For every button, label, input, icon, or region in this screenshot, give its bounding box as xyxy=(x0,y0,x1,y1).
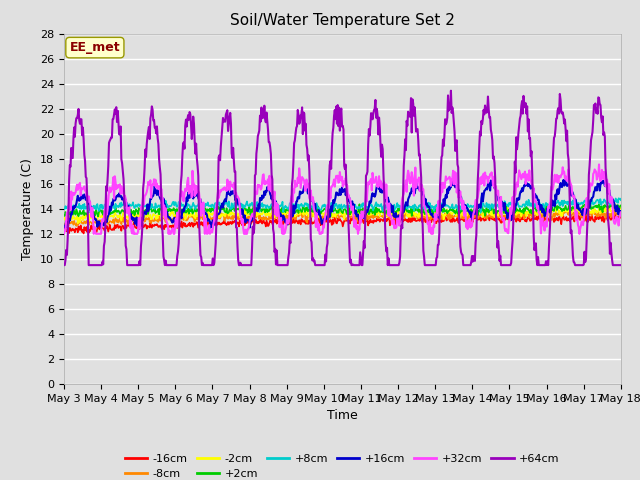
X-axis label: Time: Time xyxy=(327,409,358,422)
Title: Soil/Water Temperature Set 2: Soil/Water Temperature Set 2 xyxy=(230,13,455,28)
Legend: -16cm, -8cm, -2cm, +2cm, +8cm, +16cm, +32cm, +64cm: -16cm, -8cm, -2cm, +2cm, +8cm, +16cm, +3… xyxy=(121,449,564,480)
Y-axis label: Temperature (C): Temperature (C) xyxy=(22,158,35,260)
Text: EE_met: EE_met xyxy=(70,41,120,54)
